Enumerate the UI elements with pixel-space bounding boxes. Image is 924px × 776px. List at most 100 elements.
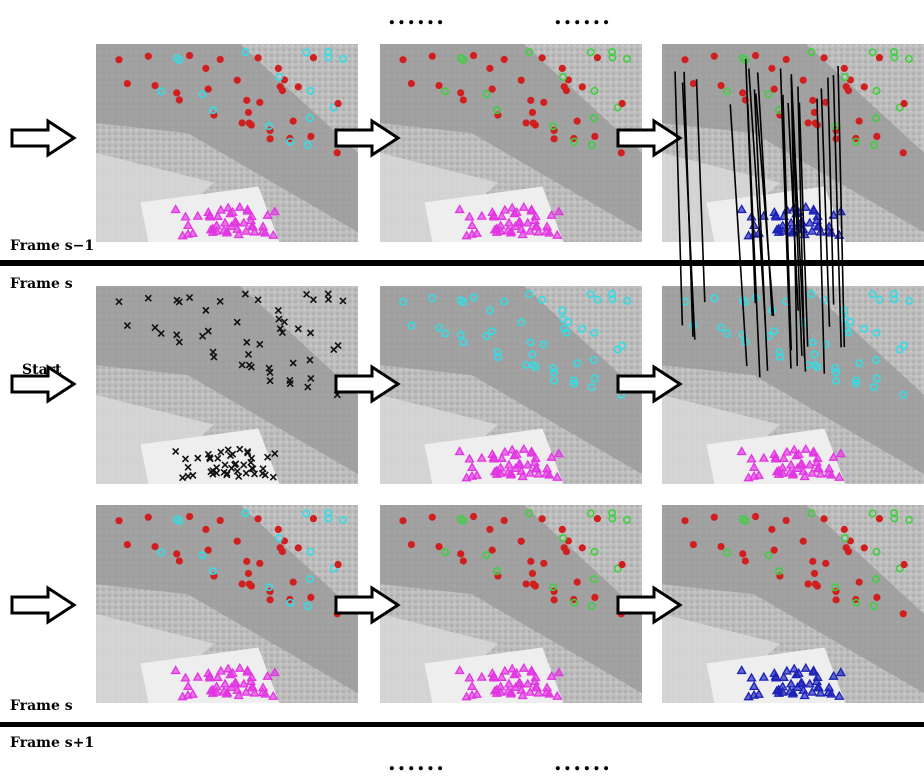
- feature-mark: [206, 453, 214, 462]
- feature-mark: [544, 227, 555, 237]
- feature-mark: [832, 368, 841, 377]
- feature-mark: [509, 669, 520, 679]
- feature-mark: [244, 569, 253, 578]
- feature-mark: [807, 509, 816, 518]
- feature-mark: [531, 682, 543, 692]
- feature-mark: [835, 667, 846, 677]
- feature-mark: [206, 455, 214, 463]
- feature-mark: [324, 47, 333, 56]
- feature-mark: [791, 669, 802, 679]
- feature-mark: [266, 368, 274, 376]
- feature-mark: [151, 542, 159, 551]
- correspondence-line: [798, 102, 809, 347]
- feature-mark: [248, 454, 256, 462]
- feature-mark: [533, 226, 544, 236]
- feature-mark: [775, 567, 784, 576]
- feature-mark: [578, 544, 586, 552]
- feature-mark: [224, 446, 232, 454]
- feature-mark: [265, 583, 274, 592]
- feature-mark: [748, 689, 760, 699]
- step-6-label: Step 6: [866, 512, 916, 528]
- feature-mark: [488, 453, 500, 463]
- feature-mark: [225, 669, 236, 679]
- feature-mark: [456, 330, 465, 339]
- feature-mark: [787, 226, 799, 236]
- feature-mark: [513, 217, 524, 227]
- feature-mark: [488, 672, 500, 682]
- feature-mark: [514, 216, 525, 226]
- feature-mark: [873, 593, 881, 602]
- feature-mark: [538, 54, 546, 62]
- feature-mark: [516, 223, 527, 233]
- feature-mark: [307, 593, 315, 602]
- feature-mark: [529, 119, 537, 127]
- feature-mark: [187, 227, 198, 237]
- feature-mark: [233, 690, 244, 700]
- feature-mark: [899, 149, 907, 157]
- feature-mark: [456, 515, 465, 524]
- feature-mark: [247, 121, 255, 129]
- photo-panel-6: [96, 505, 358, 703]
- step-1-label: Step 1: [300, 294, 350, 310]
- feature-mark: [550, 126, 558, 135]
- feature-mark: [454, 204, 465, 214]
- feature-mark: [753, 688, 764, 698]
- feature-mark: [804, 119, 812, 127]
- feature-mark: [771, 685, 783, 695]
- feature-mark: [785, 678, 797, 688]
- feature-mark: [811, 580, 819, 588]
- feature-mark: [558, 315, 567, 324]
- feature-mark: [776, 111, 784, 119]
- feature-mark: [748, 220, 760, 230]
- feature-mark: [792, 682, 803, 692]
- feature-mark: [203, 667, 214, 677]
- feature-mark: [844, 548, 853, 556]
- feature-mark: [517, 537, 525, 545]
- feature-mark: [209, 106, 218, 115]
- feature-mark: [459, 338, 468, 347]
- feature-mark: [789, 663, 800, 673]
- feature-mark: [852, 598, 861, 607]
- flow-arrow-4: [334, 364, 401, 404]
- correspondence-line: [748, 68, 767, 321]
- feature-mark: [198, 551, 207, 560]
- feature-mark: [781, 446, 792, 456]
- feature-mark: [500, 55, 508, 64]
- feature-mark: [170, 204, 181, 214]
- feature-mark: [229, 678, 240, 688]
- feature-mark: [225, 208, 236, 218]
- feature-mark: [229, 450, 237, 458]
- feature-mark: [488, 452, 499, 462]
- feature-mark: [499, 204, 510, 214]
- feature-mark: [525, 686, 536, 696]
- feature-mark: [743, 230, 754, 240]
- feature-mark: [256, 340, 264, 348]
- feature-mark: [245, 580, 253, 588]
- feature-mark: [489, 466, 501, 476]
- feature-mark: [172, 447, 180, 455]
- feature-mark: [221, 687, 233, 697]
- feature-mark: [221, 461, 229, 469]
- feature-mark: [541, 221, 553, 231]
- feature-mark: [250, 470, 259, 478]
- feature-mark: [800, 662, 811, 672]
- feature-mark: [334, 99, 342, 108]
- feature-mark: [278, 329, 287, 337]
- start-label: Start: [22, 362, 62, 378]
- feature-mark: [491, 468, 502, 478]
- feature-mark: [184, 463, 192, 471]
- feature-mark: [280, 318, 288, 326]
- feature-mark: [218, 224, 230, 234]
- feature-mark: [770, 453, 782, 463]
- feature-mark: [741, 96, 749, 104]
- feature-mark: [269, 206, 280, 216]
- feature-mark: [855, 359, 864, 368]
- feature-mark: [529, 215, 540, 225]
- feature-mark: [493, 348, 502, 357]
- feature-mark: [493, 106, 502, 115]
- feature-mark: [869, 602, 878, 611]
- feature-mark: [210, 353, 218, 361]
- feature-mark: [247, 221, 259, 231]
- feature-mark: [812, 210, 823, 220]
- feature-mark: [245, 215, 256, 225]
